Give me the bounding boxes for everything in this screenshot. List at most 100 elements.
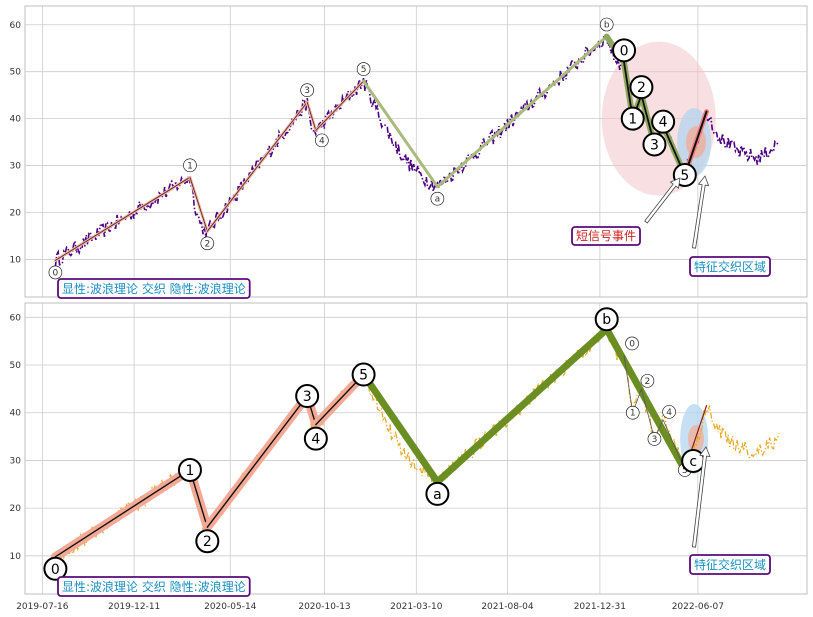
top-subwave-label-marker xyxy=(620,106,645,131)
bottom-arrow xyxy=(691,446,711,548)
bottom-wave-label-marker xyxy=(43,556,68,581)
top-y-tick-label: 20 xyxy=(10,209,22,219)
bottom-annotations: 显性:波浪理论 交织 隐性:波浪理论 特征交织区域 xyxy=(57,446,771,597)
top-subwave-label-text: 2 xyxy=(637,80,646,96)
bottom-grid xyxy=(25,303,807,594)
bottom-subwave-label-marker xyxy=(662,405,676,419)
top-wave-label-text: b xyxy=(604,21,610,31)
top-wave-label-marker xyxy=(200,236,215,251)
bot-y-tick-label: 10 xyxy=(10,552,22,562)
top-subwave-label-marker xyxy=(612,38,637,63)
bottom-subwave-label-marker xyxy=(640,374,655,388)
top-y-tick-label: 10 xyxy=(10,255,22,265)
bottom-annotation-feature-zone: 特征交织区域 xyxy=(694,557,766,572)
top-wave-label-marker xyxy=(430,191,445,206)
bot-y-tick-label: 20 xyxy=(10,504,22,514)
bottom-subwave-label-marker xyxy=(625,336,639,351)
top-y-tick-label: 30 xyxy=(10,162,22,172)
top-wave-label-marker xyxy=(356,62,371,76)
bottom-correction-line xyxy=(433,325,611,486)
x-tick-label: 2021-08-04 xyxy=(481,602,534,612)
top-wave-label-marker xyxy=(315,133,329,148)
top-wave-label-text: 4 xyxy=(319,136,325,146)
x-tick-label: 2021-12-31 xyxy=(574,602,626,612)
top-wave-label-marker xyxy=(48,265,63,280)
top-y-axis: 10 20 30 40 50 60 xyxy=(10,21,22,266)
top-arrow xyxy=(644,177,681,224)
bot-y-tick-label: 40 xyxy=(10,409,22,419)
top-correction-line xyxy=(362,79,439,189)
bottom-correction-line xyxy=(360,371,441,486)
top-legend-text: 显性:波浪理论 交织 隐性:波浪理论 xyxy=(62,281,246,296)
top-annotations: 显性:波浪理论 交织 隐性:波浪理论 短信号事件 特征交织区域 xyxy=(57,175,771,299)
top-annotation-box xyxy=(689,256,771,277)
bottom-wave-label-marker xyxy=(351,362,376,387)
top-impulse-line xyxy=(206,101,308,232)
bottom-wave-label-marker xyxy=(425,481,450,506)
bottom-wave-label-marker xyxy=(195,529,220,554)
bottom-subwave-label-marker xyxy=(625,405,640,420)
top-subwave-label-marker xyxy=(642,132,667,157)
x-tick-label: 2020-05-14 xyxy=(204,602,257,612)
bottom-wave-label-text: a xyxy=(433,487,442,503)
top-correction-line xyxy=(435,35,609,189)
top-wave-label-text: a xyxy=(435,195,441,205)
bottom-subwave-label-text: 5 xyxy=(682,466,688,476)
top-subwave-label-text: 0 xyxy=(620,43,629,59)
top-wave-label-text: 2 xyxy=(204,239,210,249)
top-annotation-feature-zone: 特征交织区域 xyxy=(694,259,766,274)
top-wave-label-marker xyxy=(183,158,197,173)
bottom-subwave-label-text: 3 xyxy=(652,435,658,445)
bottom-impulse-line xyxy=(54,469,191,558)
top-subwave-label-text: 4 xyxy=(659,115,668,131)
top-arrow xyxy=(691,175,710,249)
bottom-wave-label-marker xyxy=(594,307,619,332)
top-y-tick-label: 60 xyxy=(10,21,22,31)
bottom-correction-line xyxy=(603,325,689,474)
top-impulse-line xyxy=(54,176,191,261)
bottom-subwave-label-text: 0 xyxy=(629,339,635,349)
top-subwave-label-marker xyxy=(629,75,654,100)
x-tick-label: 2019-07-16 xyxy=(16,602,69,612)
x-tick-label: 2021-03-10 xyxy=(390,602,443,612)
top-wave-label-marker xyxy=(599,17,614,32)
bottom-wave-label-marker xyxy=(295,384,320,409)
x-tick-label: 2022-06-07 xyxy=(672,602,724,612)
bottom-wave-label-text: 3 xyxy=(303,389,312,405)
top-y-tick-label: 50 xyxy=(10,68,22,78)
bottom-subwave-label-text: 4 xyxy=(666,408,672,418)
bottom-subwave-label-text: 1 xyxy=(630,409,636,419)
bot-y-tick-label: 30 xyxy=(10,456,22,466)
bottom-wave-label-marker xyxy=(177,457,202,482)
top-wave-label-text: 1 xyxy=(187,161,193,171)
bottom-wave-label-text: 2 xyxy=(203,534,212,550)
bottom-annotation-box xyxy=(689,554,771,575)
top-wave-label-text: 5 xyxy=(361,65,367,75)
feature-zone-core xyxy=(687,424,704,453)
bottom-subwave-label-text: 2 xyxy=(645,377,651,387)
bottom-wave-label-text: c xyxy=(689,454,697,470)
top-wave-label-text: 3 xyxy=(304,86,310,96)
top-legend-box xyxy=(57,278,251,299)
top-subwave-label-text: 5 xyxy=(680,168,689,184)
top-subwave-label-marker xyxy=(651,109,676,134)
bottom-y-axis: 10 20 30 40 50 60 xyxy=(10,313,22,562)
bottom-subwave-line xyxy=(623,355,634,414)
top-impulse-line xyxy=(189,176,208,232)
bottom-legend-box xyxy=(57,576,251,597)
top-wave-label-marker xyxy=(300,83,314,98)
top-impulse-line xyxy=(306,101,317,131)
bottom-wave-label-text: 4 xyxy=(311,432,320,448)
bottom-wave-label-text: 1 xyxy=(185,463,194,479)
top-annotation-box xyxy=(571,226,641,246)
x-tick-label: 2019-12-11 xyxy=(108,602,160,612)
bot-y-tick-label: 50 xyxy=(10,361,22,371)
x-axis: 2019-07-16 2019-12-11 2020-05-14 2020-10-13… xyxy=(16,602,724,612)
bottom-wave-label-text: 5 xyxy=(359,368,368,384)
top-y-tick-label: 40 xyxy=(10,115,22,125)
bottom-wave-label-text: b xyxy=(602,312,611,328)
x-tick-label: 2020-10-13 xyxy=(298,602,350,612)
